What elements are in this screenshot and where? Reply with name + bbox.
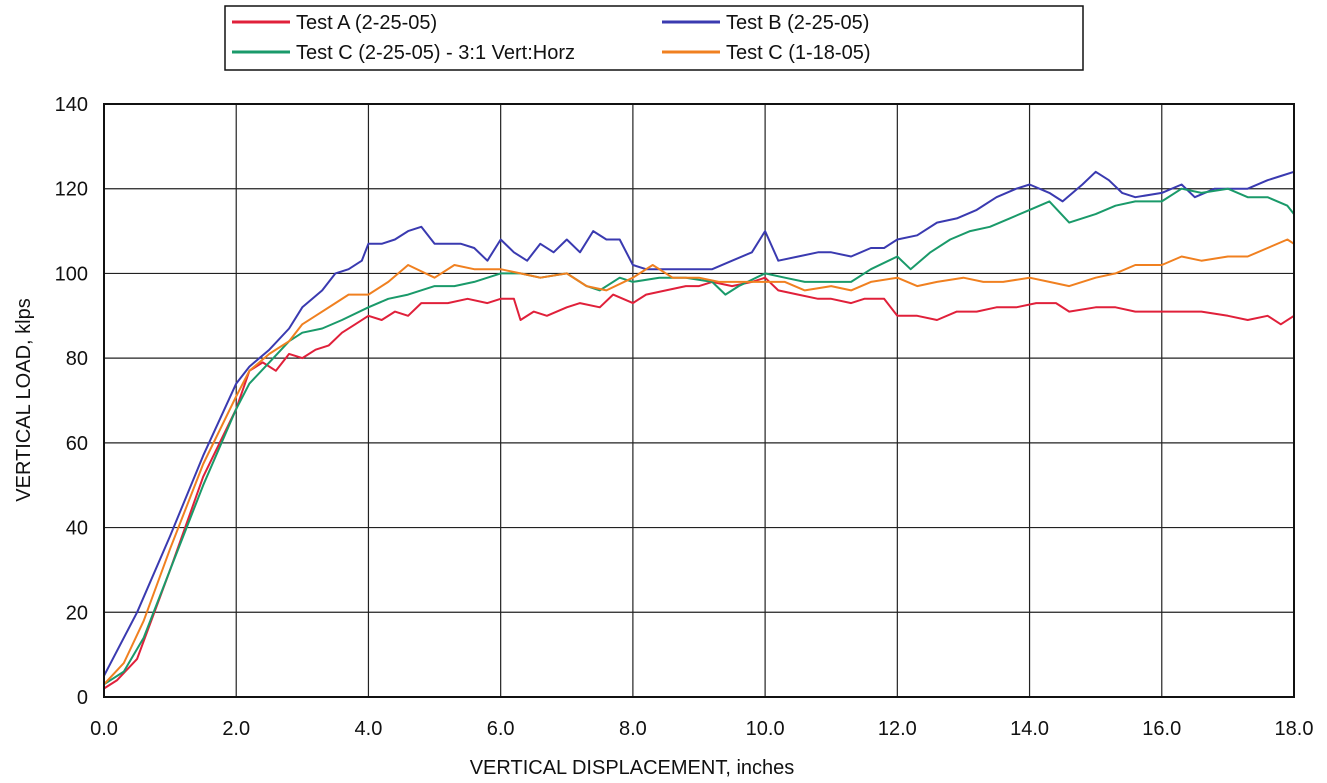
x-tick-label: 14.0: [1010, 718, 1049, 740]
series-line-3: [103, 238, 1295, 686]
y-tick-label: 100: [55, 263, 88, 285]
x-tick-label: 16.0: [1142, 718, 1181, 740]
legend: Test A (2-25-05) Test B (2-25-05) Test C…: [224, 5, 1084, 71]
y-tick-label: 40: [66, 518, 88, 540]
legend-label-test-c-3to1: Test C (2-25-05) - 3:1 Vert:Horz: [296, 42, 575, 64]
x-tick-label: 4.0: [355, 718, 383, 740]
y-tick-label: 80: [66, 348, 88, 370]
x-tick-labels: 0.0 2.0 4.0 6.0 8.0 10.0 12.0 14.0 16.0 18.0: [90, 718, 1313, 740]
series-layer: [103, 170, 1295, 690]
x-tick-label: 10.0: [746, 718, 785, 740]
series-line-0: [103, 276, 1295, 690]
legend-box: [224, 5, 1084, 71]
x-tick-label: 12.0: [878, 718, 917, 740]
grid-lines: [103, 103, 1295, 698]
plot-frame: [103, 103, 1295, 698]
x-tick-label: 6.0: [487, 718, 515, 740]
y-tick-label: 60: [66, 433, 88, 455]
y-tick-label: 120: [55, 179, 88, 201]
x-axis-title: VERTICAL DISPLACEMENT, inches: [470, 757, 795, 779]
y-axis-title: VERTICAL LOAD, klps: [13, 298, 35, 501]
y-tick-labels: 0 20 40 60 80 100 120 140: [55, 94, 88, 709]
y-tick-label: 140: [55, 94, 88, 116]
x-tick-label: 18.0: [1275, 718, 1314, 740]
series-line-2: [103, 187, 1295, 686]
x-tick-label: 0.0: [90, 718, 118, 740]
x-tick-label: 8.0: [619, 718, 647, 740]
y-tick-label: 0: [77, 687, 88, 709]
legend-label-test-c-1-18: Test C (1-18-05): [726, 42, 871, 64]
legend-label-test-a: Test A (2-25-05): [296, 12, 437, 34]
y-tick-label: 20: [66, 602, 88, 624]
series-line-1: [103, 170, 1295, 677]
legend-label-test-b: Test B (2-25-05): [726, 12, 869, 34]
x-tick-label: 2.0: [222, 718, 250, 740]
